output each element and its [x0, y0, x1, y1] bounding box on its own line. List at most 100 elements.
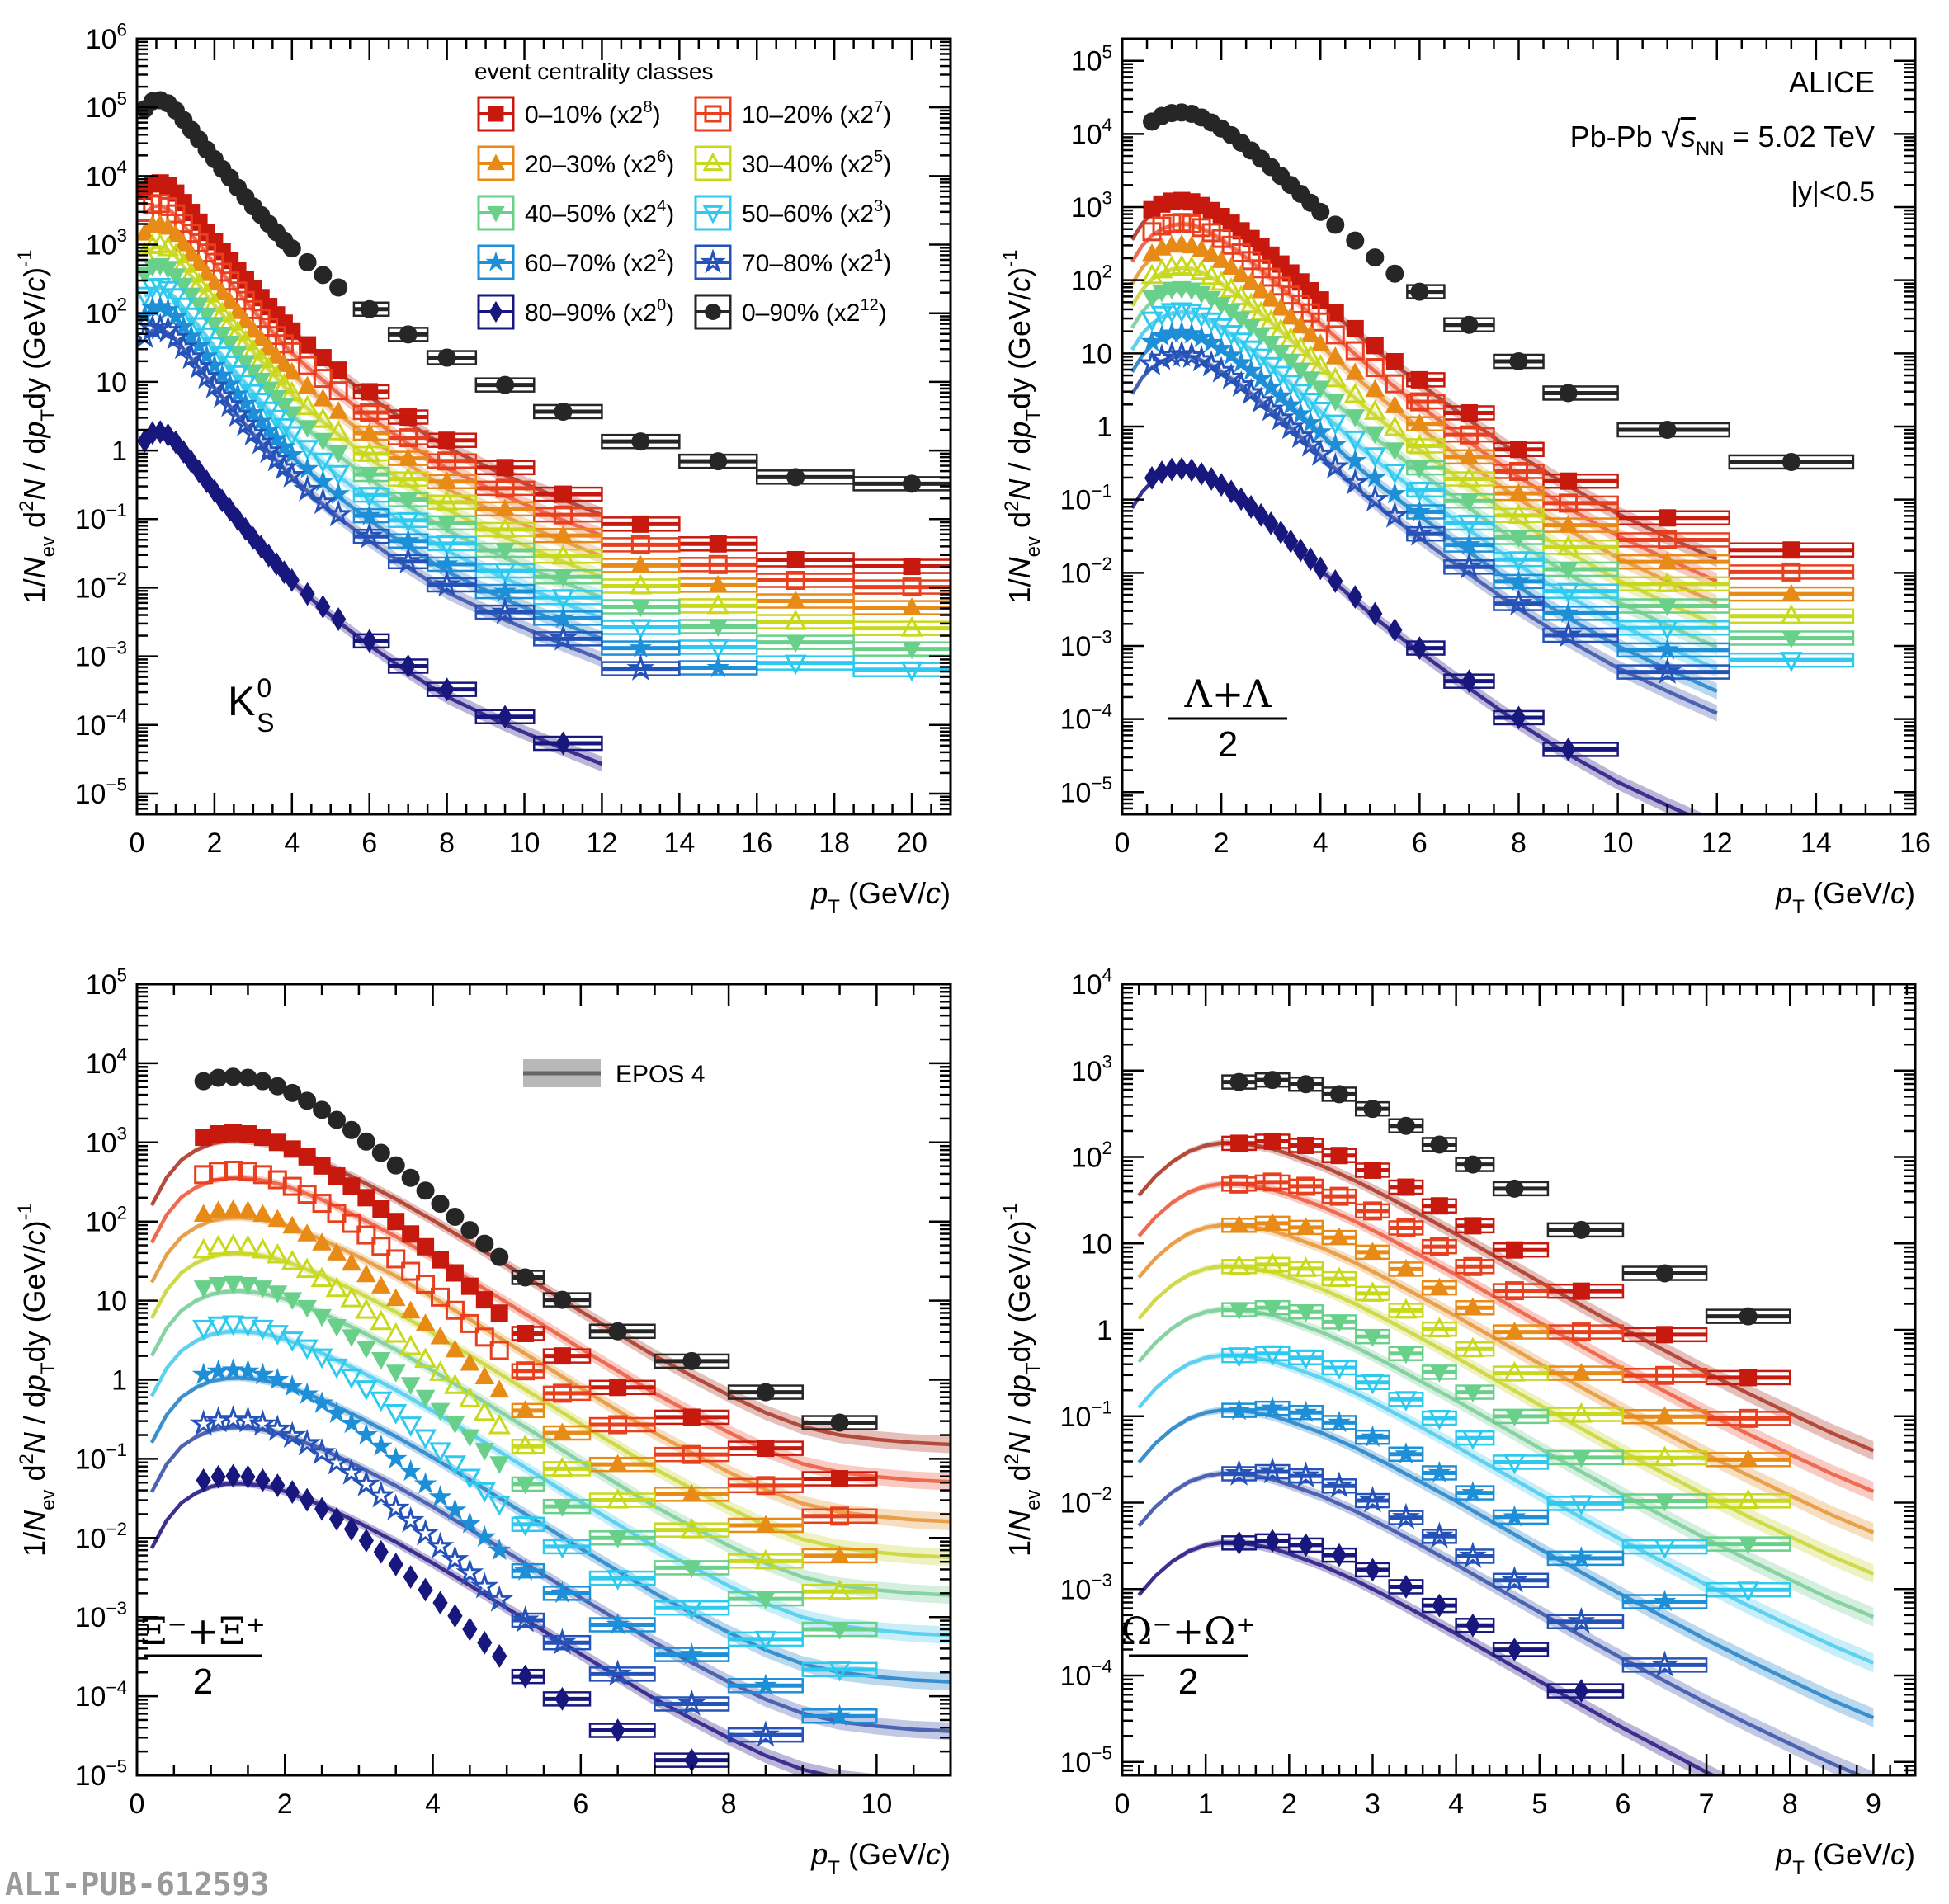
data-point [485, 1585, 514, 1612]
data-point [902, 577, 922, 597]
data-point [311, 469, 335, 492]
data-point [474, 1366, 495, 1384]
data-point [328, 1110, 347, 1129]
data-point [1507, 503, 1531, 524]
data-point [385, 1322, 408, 1343]
data-point [196, 263, 217, 281]
data-point [1505, 1179, 1524, 1198]
data-point [1229, 285, 1253, 305]
data-point [1571, 1363, 1592, 1381]
x-axis-label: pT (GeV/c) [1775, 1837, 1915, 1879]
x-tick-label: 6 [573, 1789, 588, 1820]
data-point [550, 1538, 573, 1559]
data-point [359, 467, 380, 485]
y-tick-label: 10−5 [1060, 1742, 1112, 1778]
data-point [1281, 306, 1301, 325]
data-point [1182, 214, 1201, 233]
x-tick-label: 4 [284, 827, 300, 859]
series-2 [1142, 213, 1855, 582]
data-point [1345, 341, 1365, 361]
data-point [629, 636, 653, 658]
publication-id: ALI-PUB-612593 [5, 1866, 270, 1902]
data-point [1343, 448, 1367, 471]
legend-title: event centrality classes [474, 59, 713, 84]
x-tick-label: 12 [587, 827, 618, 859]
data-point [1782, 541, 1800, 559]
data-point [281, 1250, 304, 1270]
data-point [1187, 345, 1216, 372]
data-point [1428, 1410, 1451, 1430]
data-point [607, 1530, 628, 1548]
data-point [187, 317, 210, 338]
data-point [418, 1577, 433, 1602]
data-point [1559, 493, 1579, 513]
data-point [682, 1483, 702, 1502]
data-point [398, 448, 418, 466]
data-point [193, 1204, 214, 1222]
data-point [157, 235, 180, 257]
data-point [1504, 1408, 1525, 1427]
x-axis-label: pT (GeV/c) [810, 1837, 951, 1879]
data-point [706, 639, 729, 660]
series-8 [137, 313, 681, 681]
data-point [903, 474, 922, 493]
data-point [753, 1673, 777, 1696]
particle-denominator: 2 [1178, 1661, 1198, 1702]
data-point [356, 1132, 375, 1151]
data-point [495, 478, 515, 498]
data-point [1510, 441, 1527, 459]
data-point [361, 383, 379, 401]
data-point [445, 1300, 465, 1320]
data-point [327, 1242, 347, 1261]
data-point [477, 1630, 493, 1655]
data-point [340, 1369, 363, 1389]
data-point [428, 1442, 452, 1463]
data-point [830, 1413, 849, 1432]
data-point [298, 1148, 316, 1166]
y-tick-label: 10−4 [75, 705, 127, 741]
data-point [473, 1400, 496, 1421]
data-point [1324, 1471, 1353, 1498]
data-point [552, 1499, 573, 1517]
data-point [224, 1160, 243, 1180]
experiment-info: ALICE Pb-Pb √sNN = 5.02 TeV |y|<0.5 [1570, 65, 1875, 208]
data-point [166, 268, 186, 286]
data-point [337, 1458, 366, 1485]
data-point [399, 325, 418, 344]
series-7 [1221, 1396, 1708, 1612]
y-axis-label: 1/Nev d2N / dpTdy (GeV/c)-1 [999, 250, 1045, 604]
data-point [400, 1300, 421, 1319]
x-tick-label: 9 [1866, 1789, 1881, 1820]
y-tick-label: 10−1 [75, 1440, 127, 1475]
data-point [458, 1468, 481, 1490]
data-point [310, 1266, 333, 1288]
data-point [1326, 215, 1345, 234]
data-point [1261, 1252, 1284, 1273]
series-7 [137, 295, 758, 678]
data-point [1385, 264, 1404, 283]
data-point [1504, 1281, 1524, 1301]
data-point [630, 599, 651, 618]
data-point [1138, 349, 1166, 376]
data-point [1279, 327, 1302, 348]
data-point [1738, 1449, 1758, 1468]
data-point [192, 1319, 215, 1341]
data-point [432, 1251, 450, 1269]
data-point [553, 569, 573, 587]
data-point [1362, 1329, 1383, 1347]
data-point [1558, 561, 1579, 580]
data-point [297, 1299, 318, 1318]
data-point [554, 485, 572, 503]
data-point [179, 324, 203, 346]
data-point [226, 365, 249, 386]
x-tick-label: 6 [1615, 1789, 1630, 1820]
data-point [1341, 468, 1370, 495]
data-point [1557, 582, 1580, 604]
data-point [488, 1413, 511, 1435]
data-point [460, 1352, 480, 1371]
data-point [1780, 652, 1803, 672]
data-point [398, 492, 418, 511]
data-point [1346, 231, 1365, 250]
data-point [455, 1558, 484, 1586]
